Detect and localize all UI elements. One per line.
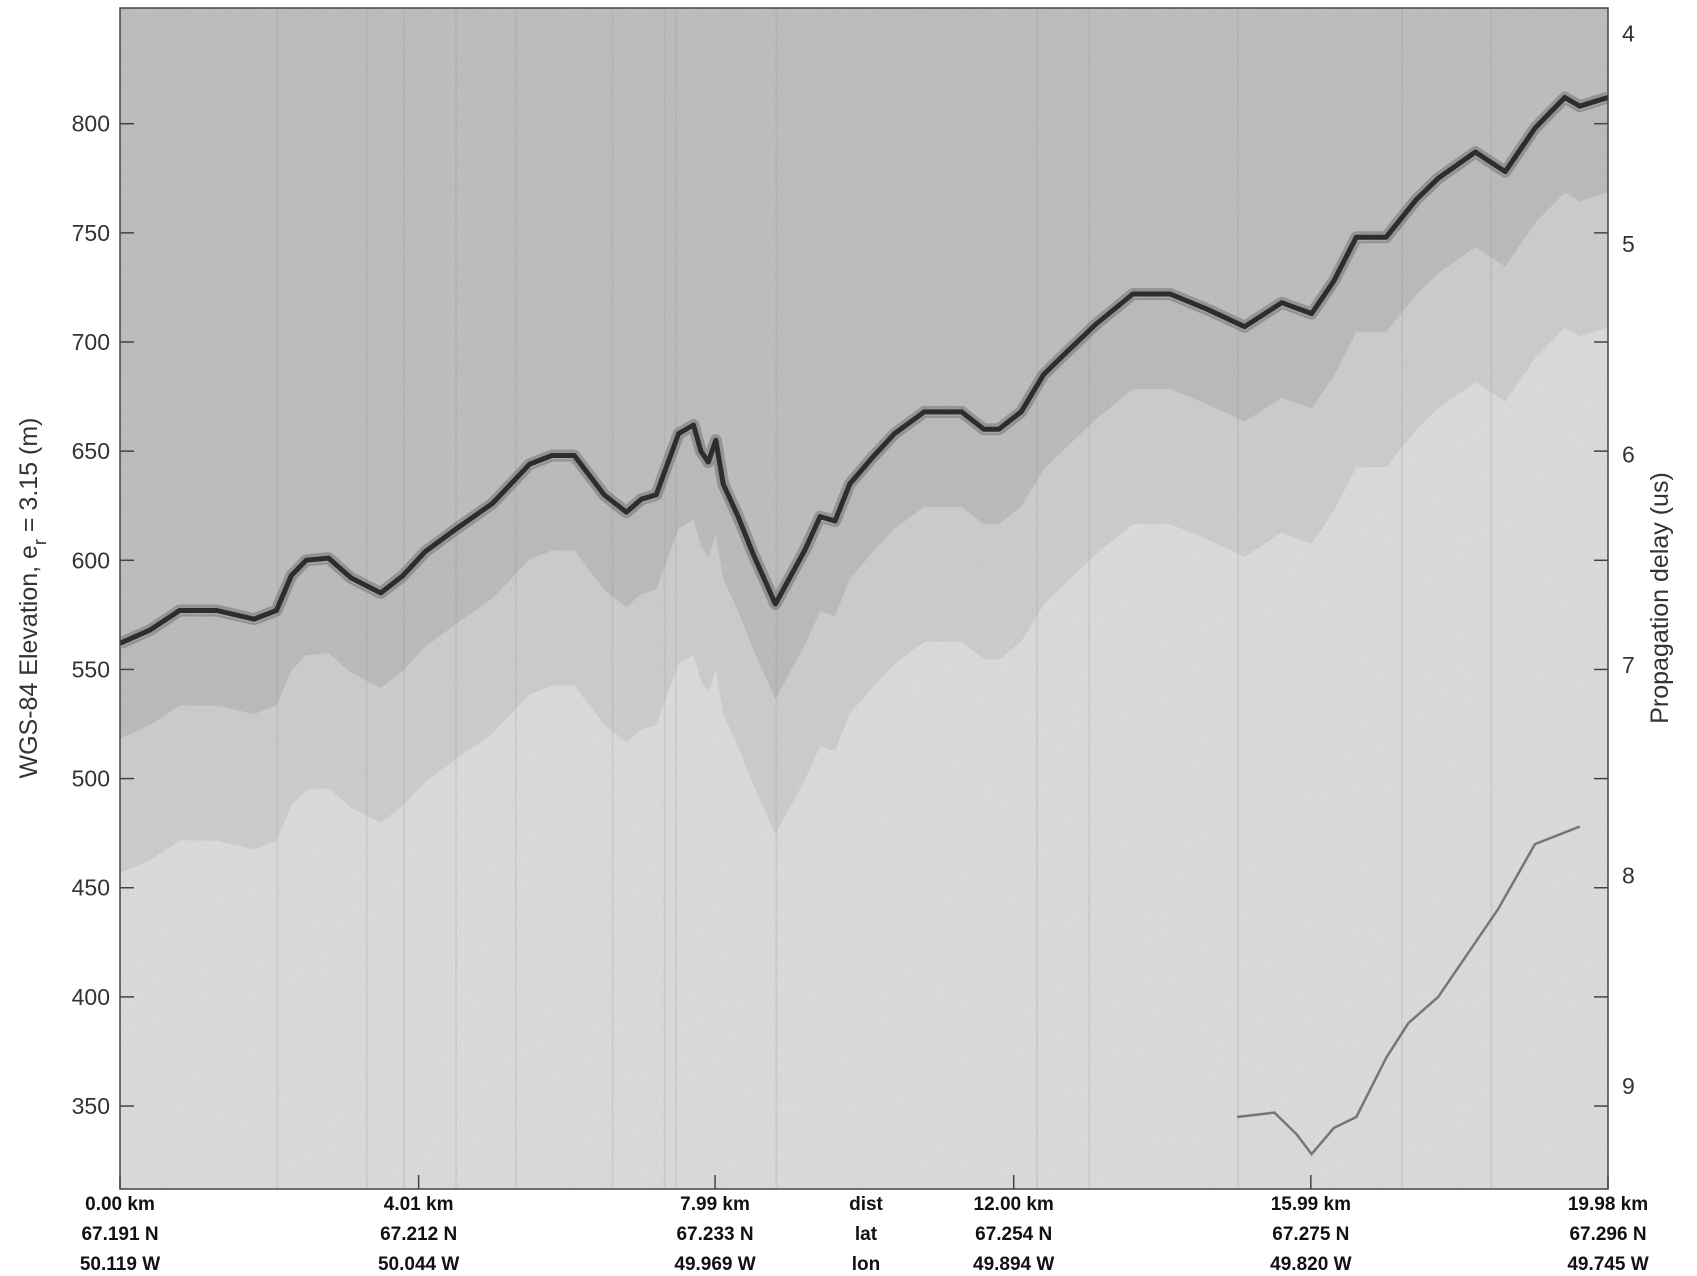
plot-frame [119, 7, 1609, 1190]
row-header-label: dist [849, 1194, 883, 1215]
left-tick-label: 400 [72, 984, 110, 1010]
right-delay-axis: 4 5 6 7 8 9 [1622, 20, 1635, 1099]
right-tick-label: 8 [1622, 862, 1635, 888]
left-axis-title: WGS-84 Elevation, er = 3.15 (m) [15, 417, 50, 778]
distance-label: 7.99 km [680, 1194, 750, 1215]
left-tick-label: 800 [72, 111, 110, 137]
surface-reflection-line [120, 95, 1608, 646]
longitude-label: 49.894 W [973, 1254, 1054, 1275]
left-tick-label: 600 [72, 547, 110, 573]
right-axis-title: Propagation delay (us) [1646, 472, 1674, 724]
left-tick-label: 750 [72, 220, 110, 246]
latitude-label: 67.275 N [1272, 1224, 1349, 1245]
left-tick-label: 550 [72, 656, 110, 682]
distance-label: 15.99 km [1271, 1194, 1351, 1215]
bottom-distance-axis: 0.00 km 67.191 N 50.119 W 4.01 km 67.212 N 50… [80, 1175, 1649, 1275]
surface-reflection-halo [120, 91, 1608, 649]
longitude-label: 49.745 W [1567, 1254, 1648, 1275]
left-tick-label: 500 [72, 766, 110, 792]
distance-label: 0.00 km [85, 1194, 155, 1215]
distance-label: 4.01 km [384, 1194, 454, 1215]
left-tick-label: 350 [72, 1093, 110, 1119]
latitude-label: 67.191 N [81, 1224, 158, 1245]
left-tick-label: 450 [72, 875, 110, 901]
left-axis-subscript: r [30, 539, 50, 545]
right-tick-label: 9 [1622, 1073, 1635, 1099]
right-tick-label: 5 [1622, 231, 1635, 257]
row-header-label: lat [855, 1224, 878, 1245]
bed-reflection-line [1236, 825, 1581, 1157]
distance-label: 12.00 km [974, 1194, 1054, 1215]
longitude-label: 50.119 W [80, 1254, 160, 1275]
right-tick-label: 7 [1622, 652, 1635, 678]
longitude-label: 50.044 W [378, 1254, 459, 1275]
longitude-label: 49.969 W [674, 1254, 755, 1275]
latitude-label: 67.212 N [380, 1224, 457, 1245]
latitude-label: 67.254 N [975, 1224, 1052, 1245]
longitude-label: 49.820 W [1270, 1254, 1351, 1275]
row-header-label: lon [852, 1254, 881, 1275]
left-tick-label: 650 [72, 438, 110, 464]
plot-area [120, 8, 1608, 1189]
noise-grain [120, 8, 1608, 1189]
left-tick-label: 700 [72, 329, 110, 355]
latitude-label: 67.233 N [676, 1224, 753, 1245]
right-tick-label: 6 [1622, 441, 1635, 467]
latitude-label: 67.296 N [1569, 1224, 1646, 1245]
left-axis-title-suffix: = 3.15 (m) [15, 417, 43, 539]
right-tick-label: 4 [1622, 20, 1635, 46]
distance-label: 19.98 km [1568, 1194, 1648, 1215]
left-elevation-axis: 350 400 450 500 550 600 650 700 750 800 [72, 111, 1608, 1119]
